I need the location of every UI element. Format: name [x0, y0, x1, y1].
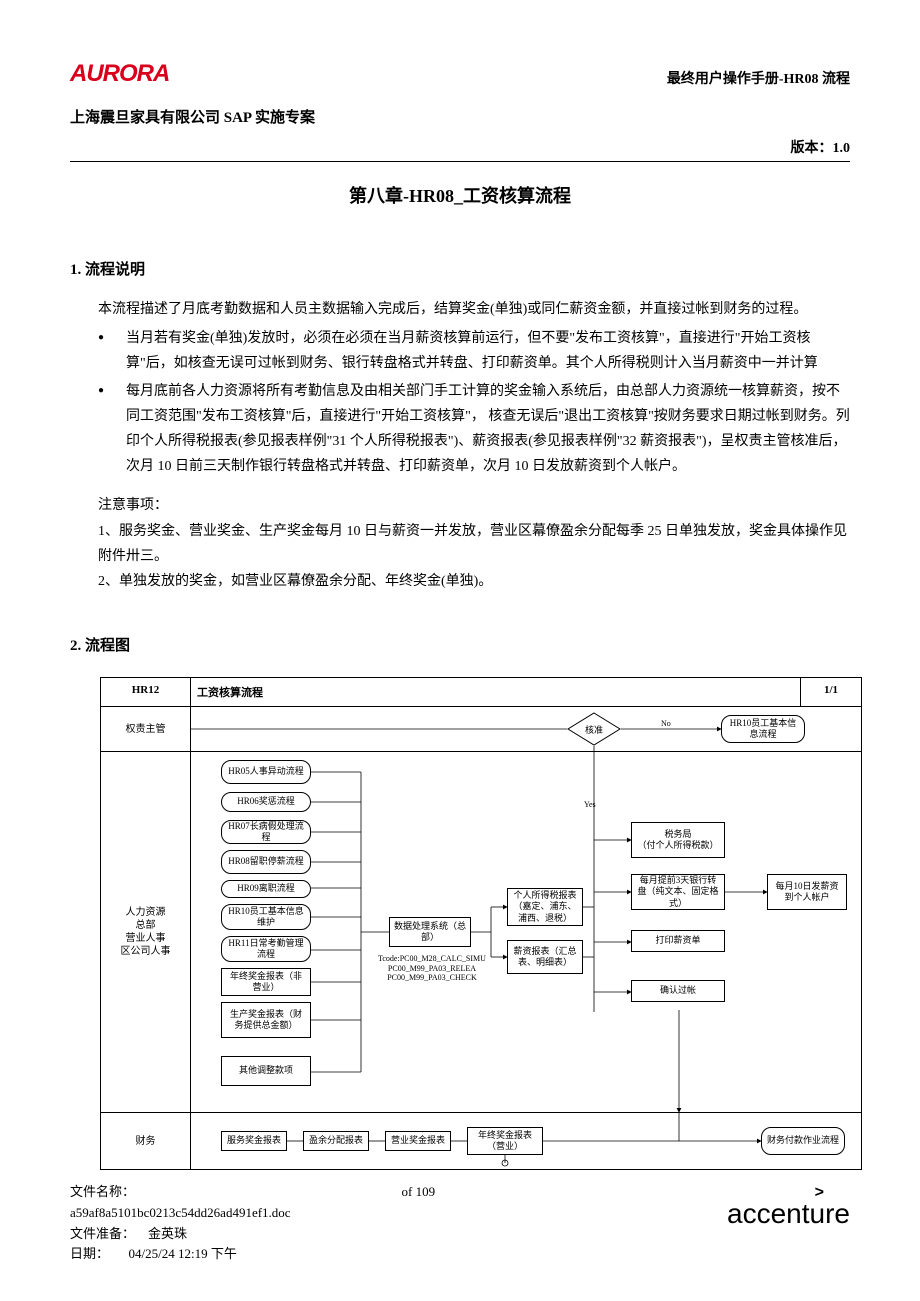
lane-approver: 权责主管 核准 No HR10员工基本信息流程: [101, 707, 861, 752]
label-no: No: [661, 719, 671, 728]
label-yes: Yes: [584, 800, 596, 809]
file-label: 文件名称：: [70, 1184, 135, 1199]
proc-prod-bonus: 生产奖金报表（财务提供总金额）: [221, 1002, 311, 1038]
lane-label: 人力资源 总部 营业人事 区公司人事: [101, 752, 191, 1112]
page-title: 第八章-HR08_工资核算流程: [70, 182, 850, 208]
proc-year-bonus: 年终奖金报表（非营业）: [221, 968, 311, 996]
proc-pay-acct: 每月10日发薪资到个人帐户: [767, 874, 847, 910]
footer: 文件名称： of 109 a59af8a5101bc0213c54dd26ad4…: [70, 1182, 850, 1265]
flow-title: 工资核算流程: [191, 678, 801, 706]
proc-tax-report: 个人所得税报表（嘉定、浦东、浦西、退税）: [507, 888, 583, 926]
flow-title-row: HR12 工资核算流程 1/1: [101, 678, 861, 707]
aurora-logo: AURORA: [70, 60, 169, 88]
flowchart: HR12 工资核算流程 1/1 权责主管: [100, 677, 862, 1170]
page-info: of 109: [402, 1184, 436, 1199]
company-name: 上海震旦家具有限公司 SAP 实施专案: [70, 106, 315, 127]
proc-biz-bonus: 营业奖金报表: [385, 1131, 451, 1151]
proc-hr09: HR09离职流程: [221, 880, 311, 898]
proc-svc-bonus: 服务奖金报表: [221, 1131, 287, 1151]
lane-hr: 人力资源 总部 营业人事 区公司人事: [101, 752, 861, 1113]
version-label: 版本：1.0: [70, 137, 850, 157]
tcode-text: Tcode:PC00_M28_CALC_SIMU PC00_M99_PA03_R…: [377, 954, 487, 983]
decision-approve: 核准: [567, 712, 621, 746]
header-doc-title: 最终用户操作手册-HR08 流程: [667, 68, 850, 88]
bullet-item: 每月底前各人力资源将所有考勤信息及由相关部门手工计算的奖金输入系统后，由总部人力…: [98, 379, 850, 480]
section1-bullets: 当月若有奖金(单独)发放时，必须在必须在当月薪资核算前运行，但不要"发布工资核算…: [70, 326, 850, 479]
section1-intro: 本流程描述了月底考勤数据和人员主数据输入完成后，结算奖金(单独)或同仁薪资金额，…: [98, 297, 850, 322]
flow-page: 1/1: [801, 678, 861, 706]
lane-label: 权责主管: [101, 707, 191, 751]
proc-other-adj: 其他调整款项: [221, 1056, 311, 1086]
accenture-logo: accenture>: [727, 1192, 850, 1237]
note-item: 1、服务奖金、营业奖金、生产奖金每月 10 日与薪资一并发放，营业区幕僚盈余分配…: [98, 519, 850, 569]
section2-heading: 2. 流程图: [70, 634, 850, 655]
proc-bank-transfer: 每月提前3天银行转盘（纯文本、固定格式）: [631, 874, 725, 910]
flow-code: HR12: [101, 678, 191, 706]
proc-dataproc: 数据处理系统（总部）: [389, 917, 471, 947]
notes-title: 注意事项：: [98, 493, 850, 518]
proc-hr07: HR07长病假处理流程: [221, 820, 311, 844]
header-rule: [70, 161, 850, 162]
proc-year-bonus-biz: 年终奖金报表（营业）: [467, 1127, 543, 1155]
proc-confirm-post: 确认过帐: [631, 980, 725, 1002]
proc-hr11: HR11日常考勤管理流程: [221, 936, 311, 962]
file-name: a59af8a5101bc0213c54dd26ad491ef1.doc: [70, 1205, 291, 1220]
preparer-name: 金英珠: [148, 1226, 187, 1241]
lane-finance: 财务 服务奖金报表 盈余分配报表 营业奖金报表 年终奖金报表（营业） 财务付款作…: [101, 1113, 861, 1169]
proc-fin-payment: 财务付款作业流程: [761, 1127, 845, 1155]
section1-heading: 1. 流程说明: [70, 258, 850, 279]
proc-salary-report: 薪资报表（汇总表、明细表）: [507, 940, 583, 974]
proc-hr10: HR10员工基本信息维护: [221, 904, 311, 930]
proc-surplus: 盈余分配报表: [303, 1131, 369, 1151]
bullet-item: 当月若有奖金(单独)发放时，必须在必须在当月薪资核算前运行，但不要"发布工资核算…: [98, 326, 850, 376]
note-item: 2、单独发放的奖金，如营业区幕僚盈余分配、年终奖金(单独)。: [98, 569, 850, 594]
notes-block: 注意事项： 1、服务奖金、营业奖金、生产奖金每月 10 日与薪资一并发放，营业区…: [98, 493, 850, 594]
proc-hr06: HR06奖惩流程: [221, 792, 311, 812]
preparer-label: 文件准备：: [70, 1226, 135, 1241]
proc-print-slip: 打印薪资单: [631, 930, 725, 952]
proc-hr08: HR08留职停薪流程: [221, 850, 311, 874]
lane-label: 财务: [101, 1113, 191, 1169]
proc-tax-bureau: 税务局 （付个人所得税款）: [631, 822, 725, 858]
ref-hr10: HR10员工基本信息流程: [721, 715, 805, 743]
proc-hr05: HR05人事异动流程: [221, 760, 311, 784]
date-label: 日期：: [70, 1246, 109, 1261]
date-value: 04/25/24 12:19 下午: [129, 1246, 237, 1261]
